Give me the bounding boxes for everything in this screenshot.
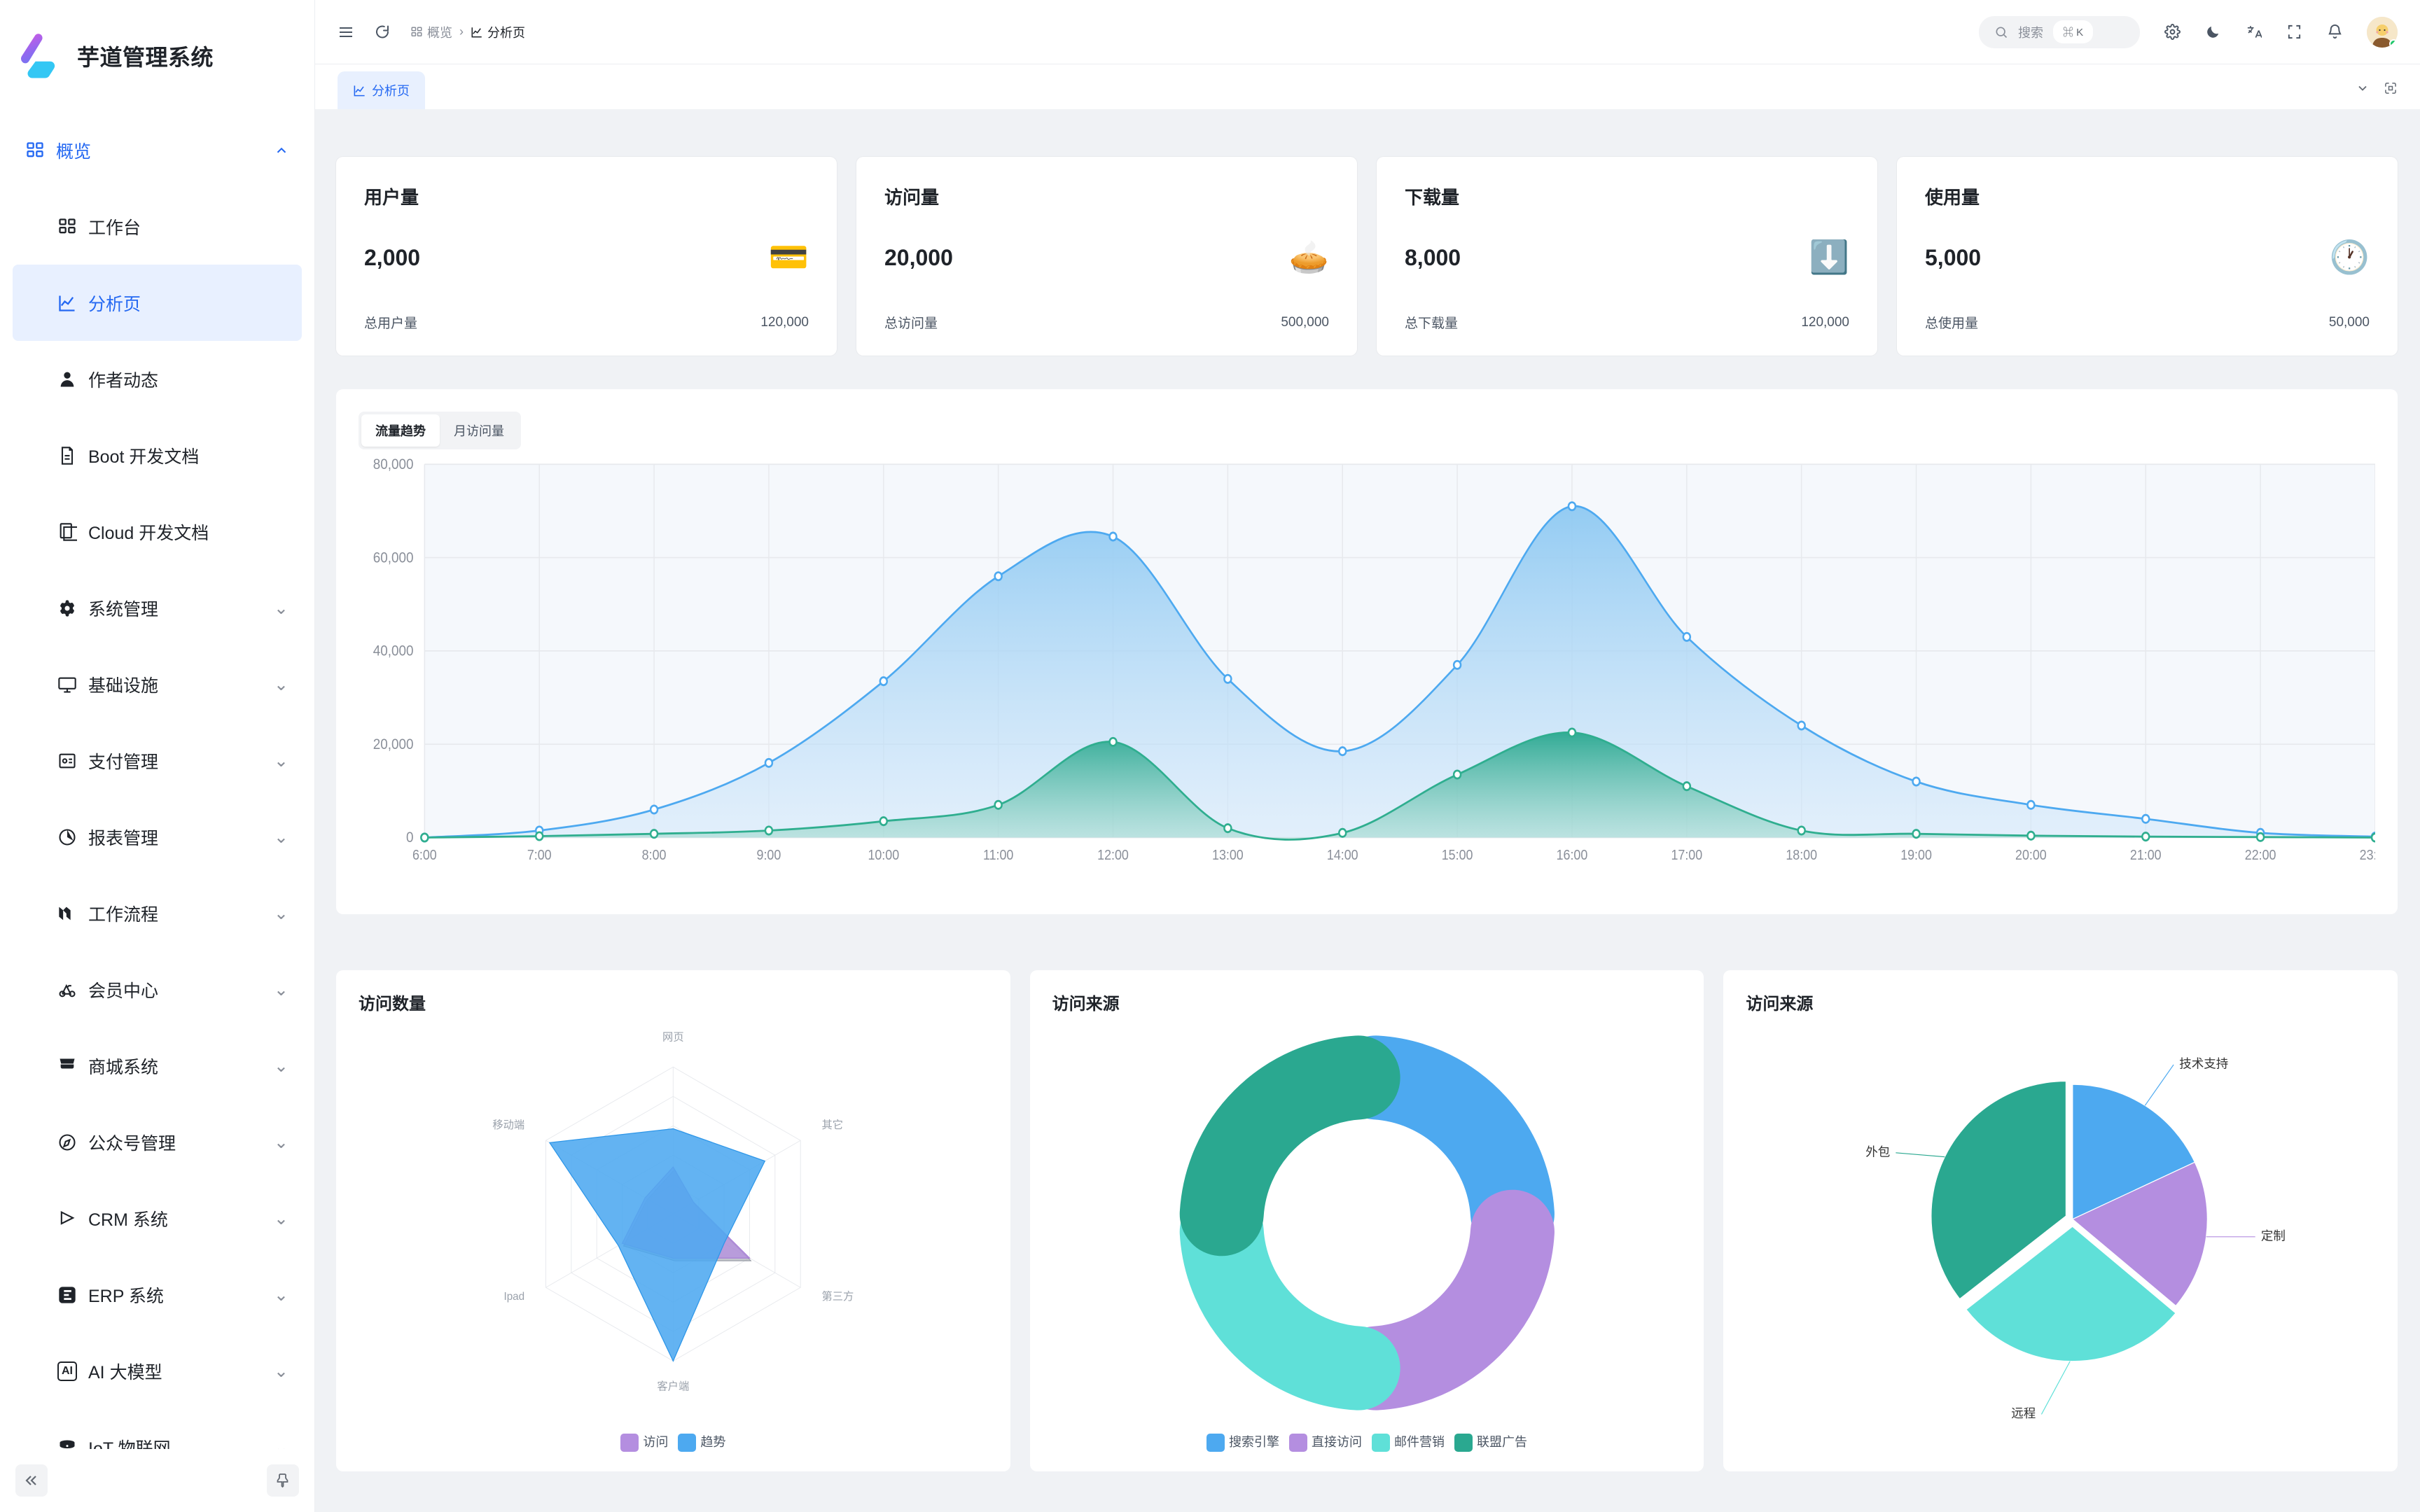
svg-text:17:00: 17:00: [1671, 848, 1702, 863]
svg-text:60,000: 60,000: [373, 550, 414, 566]
svg-text:8:00: 8:00: [642, 848, 667, 863]
svg-text:客户端: 客户端: [657, 1381, 689, 1393]
svg-text:网页: 网页: [662, 1032, 684, 1044]
svg-text:第三方: 第三方: [821, 1290, 854, 1303]
svg-text:9:00: 9:00: [757, 848, 781, 863]
svg-text:20:00: 20:00: [2015, 848, 2047, 863]
svg-text:19:00: 19:00: [1900, 848, 1932, 863]
svg-text:11:00: 11:00: [983, 848, 1013, 863]
svg-text:12:00: 12:00: [1097, 848, 1129, 863]
svg-text:15:00: 15:00: [1442, 848, 1473, 863]
svg-text:远程: 远程: [2012, 1406, 2036, 1420]
svg-text:16:00: 16:00: [1557, 848, 1588, 863]
svg-text:10:00: 10:00: [868, 848, 899, 863]
svg-text:0: 0: [406, 830, 413, 846]
svg-text:20,000: 20,000: [373, 736, 414, 752]
svg-text:21:00: 21:00: [2130, 848, 2162, 863]
svg-text:23:00: 23:00: [2360, 848, 2375, 863]
svg-text:6:00: 6:00: [412, 848, 437, 863]
svg-text:Ipad: Ipad: [503, 1291, 524, 1303]
svg-text:技术支持: 技术支持: [2180, 1056, 2229, 1070]
svg-text:80,000: 80,000: [373, 456, 414, 472]
svg-text:14:00: 14:00: [1327, 848, 1358, 863]
svg-text:7:00: 7:00: [527, 848, 552, 863]
svg-text:其它: 其它: [821, 1119, 843, 1131]
svg-text:移动端: 移动端: [492, 1119, 524, 1131]
svg-text:外包: 外包: [1866, 1144, 1891, 1158]
svg-text:定制: 定制: [2261, 1228, 2286, 1242]
svg-text:18:00: 18:00: [1786, 848, 1817, 863]
svg-text:40,000: 40,000: [373, 643, 414, 659]
svg-text:22:00: 22:00: [2245, 848, 2276, 863]
svg-text:13:00: 13:00: [1212, 848, 1244, 863]
